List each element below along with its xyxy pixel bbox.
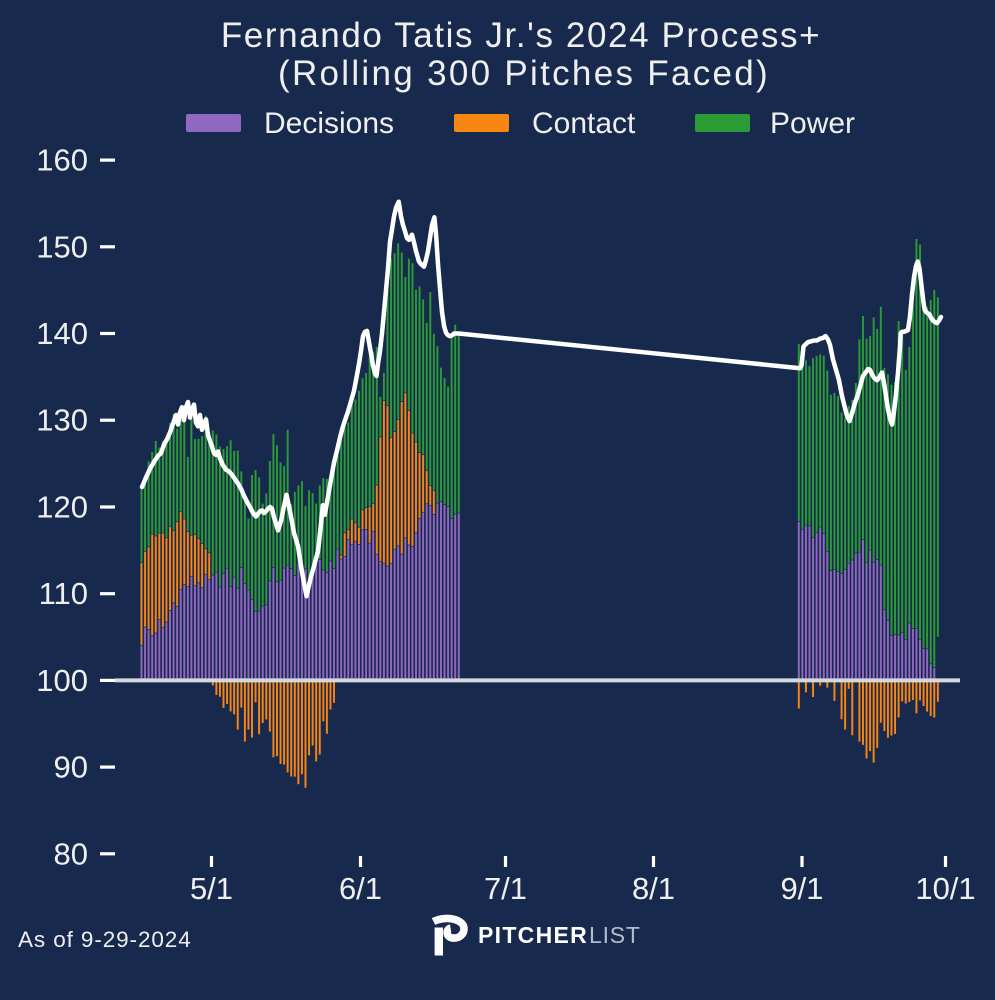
svg-text:5/1: 5/1 <box>190 871 233 906</box>
svg-text:LIST: LIST <box>589 922 641 948</box>
svg-text:As of 9-29-2024: As of 9-29-2024 <box>18 927 192 952</box>
svg-text:150: 150 <box>36 229 88 264</box>
svg-text:6/1: 6/1 <box>339 871 382 906</box>
svg-text:Decisions: Decisions <box>264 107 394 140</box>
svg-text:130: 130 <box>36 403 88 438</box>
svg-text:110: 110 <box>39 576 88 611</box>
svg-text:8/1: 8/1 <box>632 871 675 906</box>
svg-text:PITCHER: PITCHER <box>478 922 588 948</box>
svg-text:160: 160 <box>36 143 88 178</box>
svg-text:7/1: 7/1 <box>484 871 527 906</box>
svg-text:90: 90 <box>54 750 88 785</box>
svg-text:80: 80 <box>54 836 88 871</box>
svg-text:9/1: 9/1 <box>780 871 823 906</box>
svg-text:(Rolling 300 Pitches Faced): (Rolling 300 Pitches Faced) <box>278 54 770 93</box>
svg-text:100: 100 <box>36 663 88 698</box>
svg-text:120: 120 <box>36 490 88 525</box>
svg-text:Contact: Contact <box>532 107 636 140</box>
svg-text:Power: Power <box>770 107 855 140</box>
svg-text:140: 140 <box>36 316 88 351</box>
svg-text:10/1: 10/1 <box>915 871 975 906</box>
svg-text:Fernando Tatis Jr.'s 2024 Proc: Fernando Tatis Jr.'s 2024 Process+ <box>221 16 821 55</box>
